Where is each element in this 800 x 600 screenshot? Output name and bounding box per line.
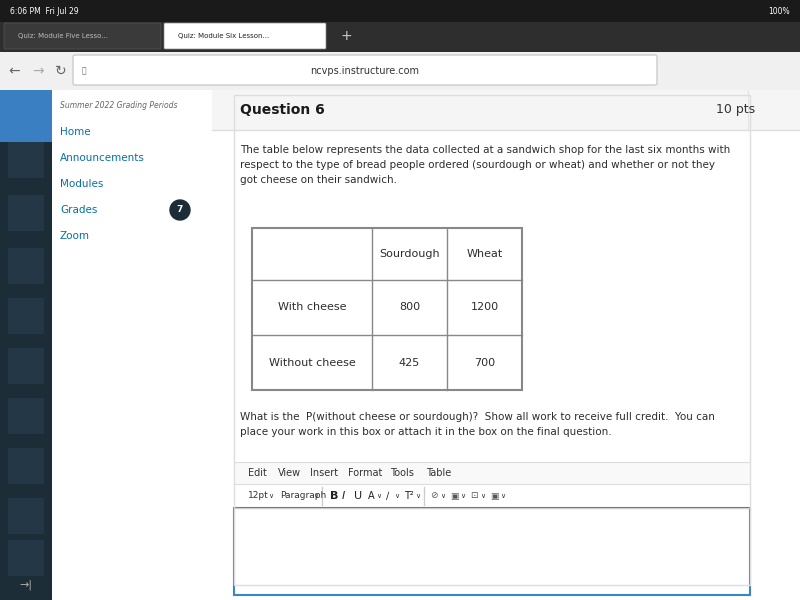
Bar: [8, 540, 44, 576]
Bar: [0, 0, 800, 22]
Text: ∨: ∨: [394, 493, 399, 499]
Text: ∨: ∨: [313, 493, 318, 499]
Bar: [8, 195, 44, 231]
FancyBboxPatch shape: [164, 23, 326, 49]
Text: ∨: ∨: [415, 493, 420, 499]
Text: Zoom: Zoom: [60, 231, 90, 241]
Text: Question 6: Question 6: [240, 103, 325, 117]
Text: Grades: Grades: [60, 205, 98, 215]
Text: ∕: ∕: [386, 491, 390, 501]
Text: ∨: ∨: [460, 493, 465, 499]
Bar: [0, 90, 800, 600]
Bar: [218, 107, 232, 121]
Text: 700: 700: [474, 358, 495, 367]
Text: ⊡: ⊡: [470, 491, 478, 500]
Text: ↻: ↻: [55, 64, 66, 78]
Text: 🔒: 🔒: [82, 67, 86, 76]
Text: 12pt: 12pt: [248, 491, 269, 500]
Bar: [0, 90, 52, 600]
Text: U: U: [354, 491, 362, 501]
Text: 100%: 100%: [768, 7, 790, 16]
Bar: [0, 52, 800, 90]
Text: Wheat: Wheat: [466, 249, 502, 259]
Text: Announcements: Announcements: [60, 153, 145, 163]
Bar: [8, 248, 44, 284]
FancyBboxPatch shape: [4, 23, 161, 49]
Bar: [8, 142, 44, 178]
Text: ncvps.instructure.com: ncvps.instructure.com: [310, 66, 419, 76]
Bar: [8, 448, 44, 484]
Text: Format: Format: [348, 468, 382, 478]
Bar: [0, 22, 800, 52]
Text: Edit: Edit: [248, 468, 267, 478]
Text: →: →: [32, 64, 44, 78]
Text: B: B: [330, 491, 338, 501]
Text: View: View: [278, 468, 301, 478]
Text: Home: Home: [60, 127, 90, 137]
Text: Paragraph: Paragraph: [280, 491, 326, 500]
Text: 425: 425: [399, 358, 420, 367]
Text: Without cheese: Without cheese: [269, 358, 355, 367]
Text: ▣: ▣: [490, 491, 498, 500]
Text: 10 pts: 10 pts: [716, 103, 755, 116]
FancyBboxPatch shape: [73, 55, 657, 85]
Text: T²: T²: [404, 491, 414, 501]
Bar: [252, 228, 522, 390]
Bar: [52, 90, 212, 600]
Bar: [8, 348, 44, 384]
Text: 800: 800: [399, 302, 420, 313]
Text: →|: →|: [19, 580, 33, 590]
Text: respect to the type of bread people ordered (sourdough or wheat) and whether or : respect to the type of bread people orde…: [240, 160, 715, 170]
Text: Modules: Modules: [60, 179, 103, 189]
Text: ▣: ▣: [450, 491, 458, 500]
Text: +: +: [340, 29, 352, 43]
Text: Quiz: Module Six Lesson...: Quiz: Module Six Lesson...: [178, 33, 270, 39]
Bar: [234, 484, 750, 508]
Text: What is the  P(without cheese or sourdough)?  Show all work to receive full cred: What is the P(without cheese or sourdoug…: [240, 412, 715, 422]
Text: Insert: Insert: [310, 468, 338, 478]
Text: Tools: Tools: [390, 468, 414, 478]
Bar: [212, 90, 800, 600]
Text: The table below represents the data collected at a sandwich shop for the last si: The table below represents the data coll…: [240, 145, 730, 155]
Text: I: I: [342, 491, 346, 501]
Text: ∨: ∨: [268, 493, 273, 499]
Bar: [212, 90, 800, 130]
Text: Summer 2022 Grading Periods: Summer 2022 Grading Periods: [60, 101, 178, 110]
Text: ←: ←: [8, 64, 20, 78]
Bar: [234, 95, 750, 585]
Text: ⊘: ⊘: [430, 491, 438, 500]
Circle shape: [170, 200, 190, 220]
Text: 1200: 1200: [470, 302, 498, 313]
Bar: [234, 462, 750, 484]
Text: got cheese on their sandwich.: got cheese on their sandwich.: [240, 175, 397, 185]
Text: A: A: [368, 491, 374, 501]
Text: ∨: ∨: [500, 493, 505, 499]
Bar: [8, 298, 44, 334]
Text: ∨: ∨: [440, 493, 445, 499]
Text: ∨: ∨: [480, 493, 485, 499]
Text: ∨: ∨: [376, 493, 381, 499]
Text: Quiz: Module Five Lesso...: Quiz: Module Five Lesso...: [18, 33, 108, 39]
Text: place your work in this box or attach it in the box on the final question.: place your work in this box or attach it…: [240, 427, 612, 437]
Text: 7: 7: [177, 205, 183, 214]
Bar: [8, 498, 44, 534]
Text: Table: Table: [426, 468, 451, 478]
Text: With cheese: With cheese: [278, 302, 346, 313]
Bar: [8, 398, 44, 434]
Text: 6:06 PM  Fri Jul 29: 6:06 PM Fri Jul 29: [10, 7, 78, 16]
Bar: [234, 508, 750, 595]
Text: Sourdough: Sourdough: [379, 249, 440, 259]
Bar: [0, 90, 52, 142]
